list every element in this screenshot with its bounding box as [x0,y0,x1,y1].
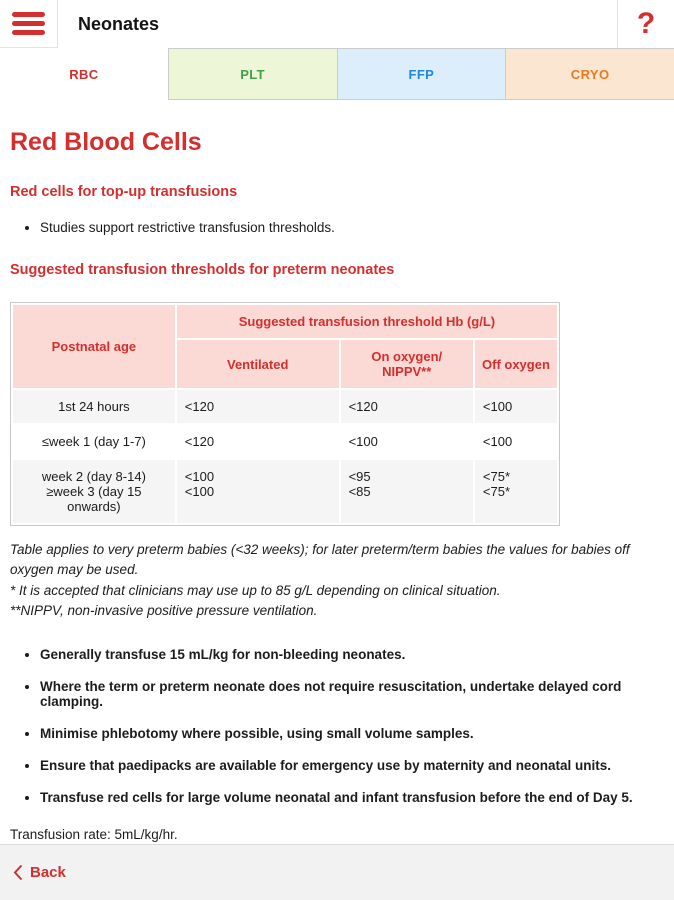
cell-off-oxygen: <75* <75* [472,458,560,525]
page-header-title: Neonates [78,13,160,34]
list-item: Transfuse red cells for large volume neo… [40,790,664,805]
list-item: Minimise phlebotomy where possible, usin… [40,726,664,741]
app-header: Neonates ? [0,0,674,48]
tab-ffp[interactable]: FFP [336,48,506,100]
list-item: Generally transfuse 15 mL/kg for non-ble… [40,647,664,662]
thresholds-table: Postnatal age Suggested transfusion thre… [10,302,560,526]
list-item: Ensure that paedipacks are available for… [40,758,664,773]
table-footnotes: Table applies to very preterm babies (<3… [10,540,664,621]
cell-off-oxygen: <100 [472,423,560,460]
table-header-threshold: Suggested transfusion threshold Hb (g/L) [174,303,560,340]
cell-on-oxygen: <100 [338,423,475,460]
cell-age: week 2 (day 8-14) ≥week 3 (day 15 onward… [11,458,177,525]
title-area: Neonates [58,0,617,48]
cell-on-oxygen: <120 [338,388,475,425]
hamburger-icon [12,12,45,17]
table-header-postnatal-age: Postnatal age [11,303,177,390]
question-mark-icon: ? [636,7,656,40]
footer-bar: Back [0,844,674,900]
table-subheader-off-oxygen: Off oxygen [472,338,560,390]
help-button[interactable]: ? [617,0,674,48]
page-title: Red Blood Cells [10,128,202,156]
tab-plt[interactable]: PLT [167,48,337,100]
section-heading-top-up: Red cells for top-up transfusions [10,184,238,200]
tab-rbc[interactable]: RBC [0,48,168,100]
chevron-left-icon [13,864,23,881]
cell-ventilated: <120 [174,423,341,460]
list-item: Where the term or preterm neonate does n… [40,679,664,709]
tab-bar: RBC PLT FFP CRYO [0,48,674,100]
transfusion-rate-text: Transfusion rate: 5mL/kg/hr. [10,827,178,842]
cell-age: ≤week 1 (day 1-7) [11,423,177,460]
tab-cryo[interactable]: CRYO [505,48,674,100]
cell-on-oxygen: <95 <85 [338,458,475,525]
list-item: Studies support restrictive transfusion … [40,220,664,235]
menu-button[interactable] [0,0,58,48]
cell-ventilated: <120 [174,388,341,425]
footnote: * It is accepted that clinicians may use… [10,582,501,598]
cell-off-oxygen: <100 [472,388,560,425]
cell-ventilated: <100 <100 [174,458,341,525]
table-row: week 2 (day 8-14) ≥week 3 (day 15 onward… [11,458,560,525]
table-row: 1st 24 hours <120 <120 <100 [11,388,560,425]
table-row: ≤week 1 (day 1-7) <120 <100 <100 [11,423,560,460]
back-button[interactable]: Back [13,864,66,881]
section-heading-thresholds: Suggested transfusion thresholds for pre… [10,262,395,278]
guidance-bullet-list: Generally transfuse 15 mL/kg for non-ble… [10,647,664,805]
table-subheader-ventilated: Ventilated [174,338,341,390]
main-content: Red Blood Cells Red cells for top-up tra… [0,128,674,842]
top-up-bullet-list: Studies support restrictive transfusion … [10,220,664,235]
table-subheader-on-oxygen: On oxygen/ NIPPV** [338,338,475,390]
back-button-label: Back [30,864,66,881]
footnote: Table applies to very preterm babies (<3… [10,542,630,578]
footnote: **NIPPV, non-invasive positive pressure … [10,602,318,618]
cell-age: 1st 24 hours [11,388,177,425]
